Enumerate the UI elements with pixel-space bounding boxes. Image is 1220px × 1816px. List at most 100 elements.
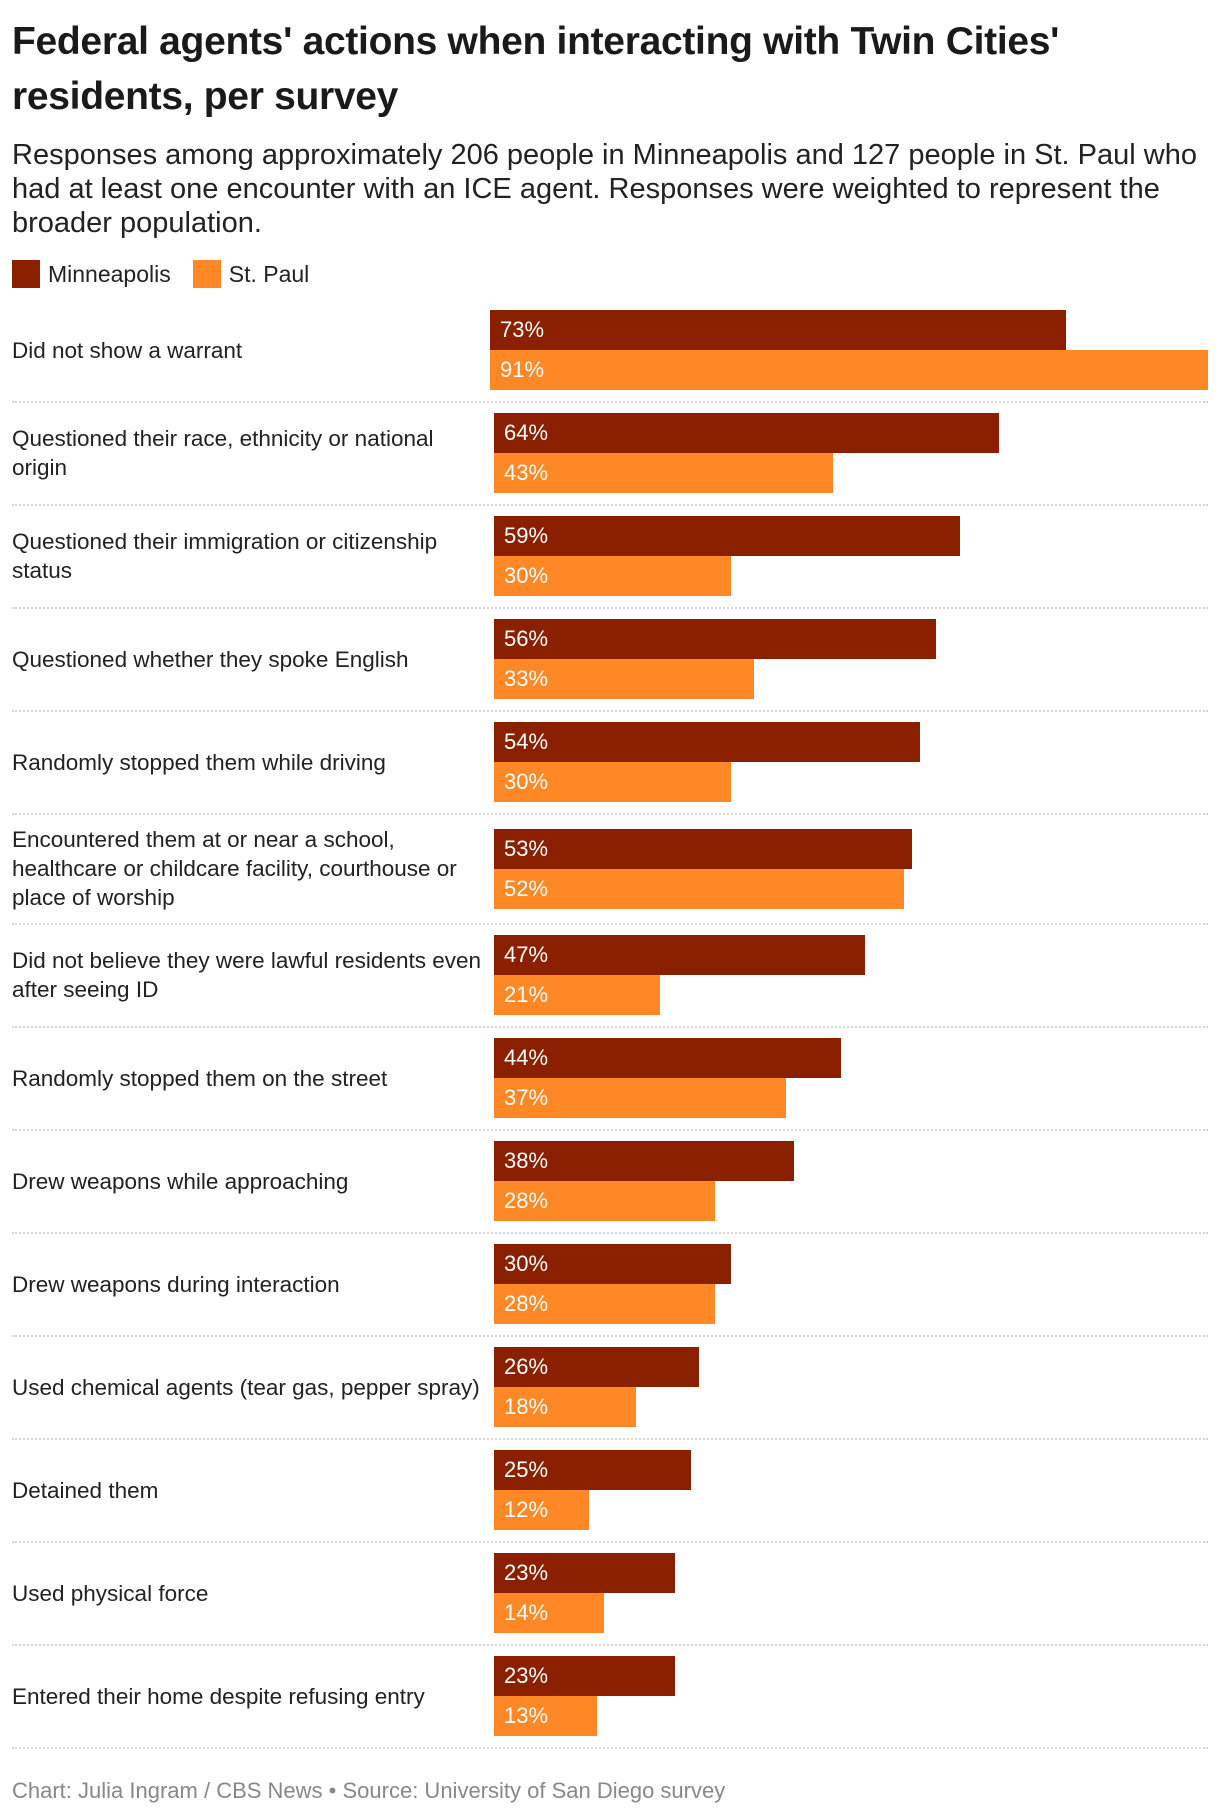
bar-group: 64% 43% <box>494 413 1208 493</box>
data-label: 13% <box>504 1703 549 1728</box>
data-label: 54% <box>504 729 549 754</box>
bar-st-paul: 30% <box>494 556 731 596</box>
data-label: 37% <box>504 1085 549 1110</box>
chart-row: Did not show a warrant 73% 91% <box>12 310 1208 403</box>
bar-st-paul: 28% <box>494 1284 715 1324</box>
category-label: Questioned their race, ethnicity or nati… <box>12 426 434 480</box>
bar-minneapolis: 26% <box>494 1347 700 1387</box>
bar-st-paul: 28% <box>494 1181 715 1221</box>
bar-group: 59% 30% <box>494 516 1208 596</box>
bar-st-paul: 13% <box>494 1696 597 1736</box>
data-label: 23% <box>504 1663 549 1688</box>
chart-row: Randomly stopped them while driving 54% 30… <box>12 722 1208 815</box>
bar-st-paul: 91% <box>490 350 1208 390</box>
footer-source: Source: University of San Diego survey <box>342 1778 726 1803</box>
category-label: Did not show a warrant <box>12 337 243 363</box>
bar-minneapolis: 25% <box>494 1450 692 1490</box>
bar-minneapolis: 44% <box>494 1038 842 1078</box>
bar-minneapolis: 23% <box>494 1553 676 1593</box>
bar-minneapolis: 59% <box>494 516 960 556</box>
data-label: 43% <box>504 460 549 485</box>
chart-row: Questioned whether they spoke English 56%… <box>12 619 1208 712</box>
bar-group: 23% 13% <box>494 1656 1208 1736</box>
chart-row: Did not believe they were lawful residen… <box>12 935 1208 1028</box>
legend-item-st-paul: St. Paul <box>192 260 309 288</box>
bar-group: 73% 91% <box>490 310 1208 390</box>
data-label: 64% <box>504 420 549 445</box>
category-label: Drew weapons while approaching <box>12 1168 349 1194</box>
bar-st-paul: 52% <box>494 868 905 909</box>
category-label: Used physical force <box>12 1580 209 1606</box>
data-label: 56% <box>504 626 549 651</box>
legend-swatch-st-paul <box>192 260 221 288</box>
bar-group: 56% 33% <box>494 619 1208 699</box>
data-label: 12% <box>504 1497 549 1522</box>
bar-st-paul: 30% <box>494 762 731 802</box>
data-label: 52% <box>504 875 549 901</box>
data-label: 38% <box>504 1148 549 1173</box>
bar-st-paul: 12% <box>494 1490 589 1530</box>
category-label: Did not believe they were lawful residen… <box>12 948 482 1002</box>
category-label: Randomly stopped them on the street <box>12 1065 388 1091</box>
bar-st-paul: 18% <box>494 1387 637 1427</box>
chart-row: Used physical force 23% 14% <box>12 1553 1208 1646</box>
category-label: Randomly stopped them while driving <box>12 749 386 775</box>
category-label: Drew weapons during interaction <box>12 1271 340 1297</box>
data-label: 59% <box>504 523 549 548</box>
data-label: 28% <box>504 1291 549 1316</box>
bar-minneapolis: 38% <box>494 1141 794 1181</box>
bar-minneapolis: 53% <box>494 828 913 869</box>
chart-row: Used chemical agents (tear gas, pepper s… <box>12 1347 1208 1440</box>
bar-minneapolis: 30% <box>494 1244 731 1284</box>
category-label: Used chemical agents (tear gas, pepper s… <box>12 1374 480 1400</box>
data-label: 30% <box>504 1251 549 1276</box>
bar-minneapolis: 23% <box>494 1656 676 1696</box>
bar-minneapolis: 64% <box>494 413 999 453</box>
bar-group: 30% 28% <box>494 1244 1208 1324</box>
bar-group: 53% 52% <box>494 828 1208 909</box>
chart-row: Encountered them at or near a school, he… <box>12 825 1208 925</box>
bar-group: 54% 30% <box>494 722 1208 802</box>
bar-minneapolis: 47% <box>494 935 865 975</box>
data-label: 53% <box>504 835 549 861</box>
footer-credit: Chart: Julia Ingram / CBS News <box>12 1778 323 1803</box>
chart-row: Drew weapons while approaching 38% 28% <box>12 1141 1208 1234</box>
data-label: 33% <box>504 666 549 691</box>
data-label: 44% <box>504 1045 549 1070</box>
bar-group: 44% 37% <box>494 1038 1208 1118</box>
chart-row: Entered their home despite refusing entr… <box>12 1656 1208 1749</box>
legend: Minneapolis St. Paul <box>12 260 1208 288</box>
footer: Chart: Julia Ingram / CBS News • Source:… <box>12 1778 725 1804</box>
legend-label-minneapolis: Minneapolis <box>48 260 171 287</box>
category-label: Questioned whether they spoke English <box>12 646 409 672</box>
data-label: 14% <box>504 1600 549 1625</box>
bar-minneapolis: 56% <box>494 619 936 659</box>
chart-row: Questioned their race, ethnicity or nati… <box>12 413 1208 506</box>
bar-group: 26% 18% <box>494 1347 1208 1427</box>
bar-minneapolis: 54% <box>494 722 921 762</box>
chart-title: Federal agents' actions when interacting… <box>12 20 1060 118</box>
legend-item-minneapolis: Minneapolis <box>12 260 171 288</box>
chart-row: Questioned their immigration or citizens… <box>12 516 1208 609</box>
bar-st-paul: 33% <box>494 659 755 699</box>
bar-group: 47% 21% <box>494 935 1208 1015</box>
data-label: 26% <box>504 1354 549 1379</box>
data-label: 23% <box>504 1560 549 1585</box>
category-label: Questioned their immigration or citizens… <box>12 529 438 583</box>
bar-group: 25% 12% <box>494 1450 1208 1530</box>
bar-group: 23% 14% <box>494 1553 1208 1633</box>
bar-chart: Did not show a warrant 73% 91% Questioned t… <box>12 310 1208 1749</box>
data-label: 21% <box>504 982 549 1007</box>
data-label: 25% <box>504 1457 549 1482</box>
bar-st-paul: 43% <box>494 453 834 493</box>
chart-row: Drew weapons during interaction 30% 28% <box>12 1244 1208 1337</box>
category-label: Entered their home despite refusing entr… <box>12 1683 425 1709</box>
footer-separator: • <box>328 1778 337 1803</box>
bar-st-paul: 14% <box>494 1593 605 1633</box>
bar-st-paul: 37% <box>494 1078 786 1118</box>
category-label: Detained them <box>12 1477 159 1503</box>
data-label: 73% <box>500 317 545 342</box>
data-label: 91% <box>500 357 545 382</box>
bar-group: 38% 28% <box>494 1141 1208 1221</box>
data-label: 30% <box>504 563 549 588</box>
